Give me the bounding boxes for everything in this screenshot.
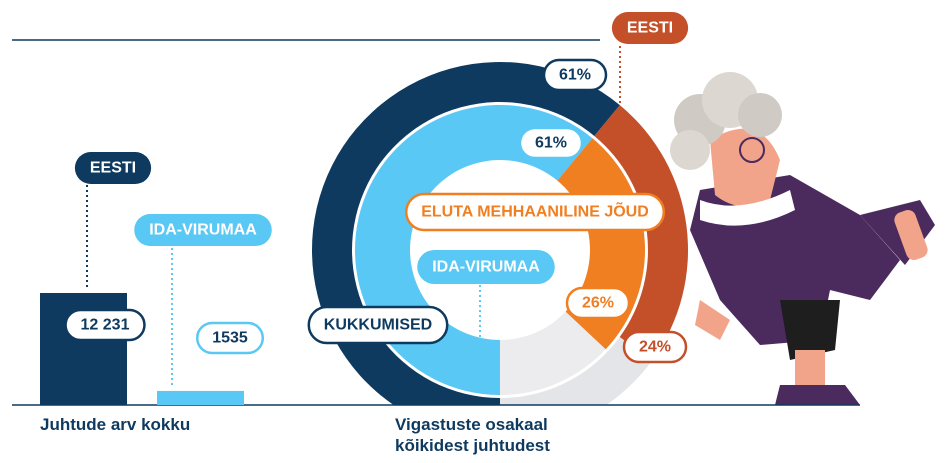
bar-caption: Juhtude arv kokku — [40, 415, 191, 434]
category-label: ELUTA MEHHAANILINE JÕUD — [421, 201, 649, 221]
value-label: 61% — [559, 67, 591, 84]
legend-label-bg — [611, 12, 689, 44]
category-label-bg — [307, 305, 449, 345]
value-label: 26% — [582, 295, 614, 312]
category-label-bg — [134, 214, 272, 246]
value-label-bg — [64, 308, 146, 342]
donut-segment — [594, 105, 688, 361]
legend-label: IDA-VIRUMAA — [432, 259, 540, 276]
illustration — [670, 72, 935, 405]
donut-segment — [312, 62, 620, 405]
donut — [312, 62, 688, 405]
category-label: IDA-VIRUMAA — [149, 222, 257, 239]
value-label-badge: 61% — [518, 126, 584, 160]
category-label-badge: ELUTA MEHHAANILINE JÕUD — [404, 192, 666, 232]
value-label-badge: 1535 — [195, 321, 265, 355]
legend-label: EESTI — [627, 20, 673, 37]
value-label-bg — [622, 330, 688, 364]
value-label-bg — [565, 286, 631, 320]
value-label-bg — [542, 58, 608, 92]
category-label-bg — [74, 152, 152, 184]
category-label: EESTI — [90, 160, 136, 177]
value-label: 12 231 — [81, 317, 130, 334]
value-label: 61% — [535, 135, 567, 152]
category-label-badge: KUKKUMISED — [307, 305, 449, 345]
value-label: 1535 — [212, 330, 248, 347]
value-label-bg — [195, 321, 265, 355]
category-label-bg — [404, 192, 666, 232]
value-label-bg — [518, 126, 584, 160]
legend-label-badge: EESTI — [611, 12, 689, 44]
value-label-badge: 12 231 — [64, 308, 146, 342]
legend-label-bg — [417, 250, 555, 284]
value-label: 24% — [639, 339, 671, 356]
bar — [157, 390, 244, 405]
legend-label-badge: IDA-VIRUMAA — [417, 250, 555, 284]
value-label-badge: 61% — [542, 58, 608, 92]
value-label-badge: 26% — [565, 286, 631, 320]
value-label-badge: 24% — [622, 330, 688, 364]
category-label: KUKKUMISED — [324, 317, 432, 334]
donut-caption: Vigastuste osakaal kõikidest juhtudest — [395, 415, 550, 455]
category-label-badge: EESTI — [74, 152, 152, 184]
category-label-badge: IDA-VIRUMAA — [134, 214, 272, 246]
